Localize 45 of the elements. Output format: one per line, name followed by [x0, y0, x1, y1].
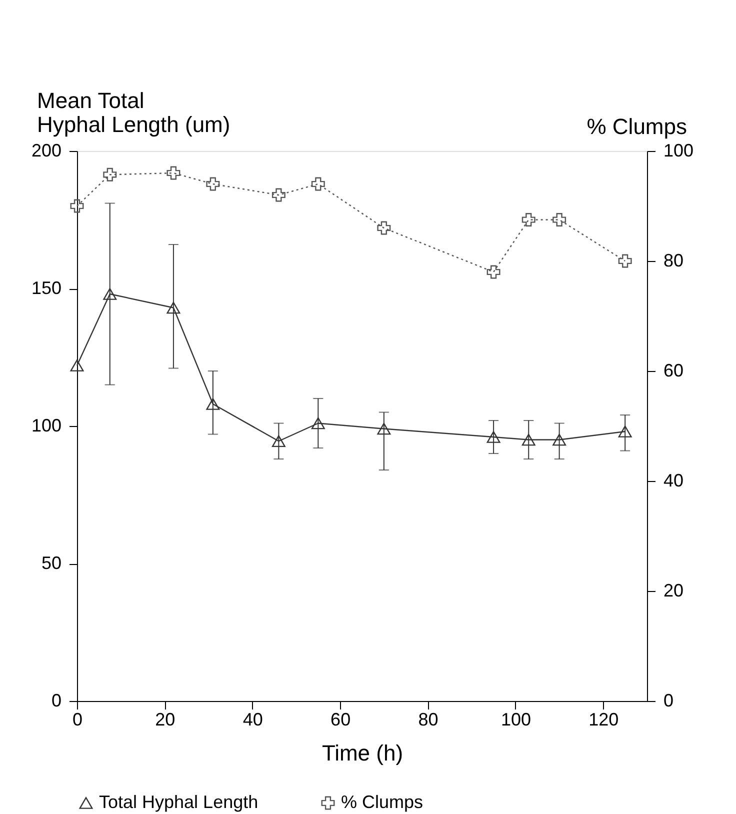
y2-tick-label: 80 — [664, 250, 684, 270]
point — [272, 435, 286, 448]
point — [552, 434, 566, 446]
y-tick-label: 150 — [31, 278, 62, 298]
point — [272, 188, 286, 202]
y-tick-label: 200 — [31, 140, 62, 160]
legend-label: % Clumps — [341, 792, 424, 812]
point — [166, 302, 180, 314]
point — [166, 166, 180, 180]
point — [311, 417, 325, 430]
point — [103, 168, 117, 182]
y2-tick-label: 0 — [664, 690, 674, 710]
x-tick-label: 40 — [242, 710, 263, 730]
x-tick-label: 120 — [588, 710, 619, 730]
x-tick-label: 60 — [330, 710, 351, 730]
point — [377, 221, 391, 235]
y-tick-label: 100 — [31, 416, 62, 436]
point — [486, 265, 500, 279]
point — [522, 213, 536, 226]
point — [103, 288, 117, 300]
y2-tick-label: 100 — [664, 140, 694, 160]
point — [522, 434, 536, 446]
y2-tick-label: 20 — [664, 580, 684, 600]
point — [206, 177, 220, 191]
point — [311, 177, 325, 191]
x-tick-label: 0 — [72, 710, 83, 730]
point — [70, 360, 84, 372]
point — [70, 199, 84, 213]
x-tick-label: 80 — [418, 710, 438, 730]
y-axis-title: Mean Total Hyphal Length (um) — [37, 88, 230, 137]
x-tick-label: 100 — [500, 710, 531, 730]
point — [618, 254, 632, 268]
y2-axis-title: % Clumps — [586, 114, 687, 139]
y2-tick-label: 60 — [664, 360, 684, 380]
point — [618, 426, 632, 438]
x-tick-label: 20 — [155, 710, 176, 730]
point — [206, 398, 220, 410]
point — [552, 213, 566, 226]
x-axis-title: Time (h) — [322, 740, 404, 766]
y-tick-label: 50 — [41, 553, 62, 573]
legend-label: Total Hyphal Length — [99, 792, 258, 812]
point — [377, 422, 391, 435]
y-tick-label: 0 — [51, 690, 62, 710]
point — [486, 431, 500, 443]
y2-tick-label: 40 — [664, 470, 684, 490]
